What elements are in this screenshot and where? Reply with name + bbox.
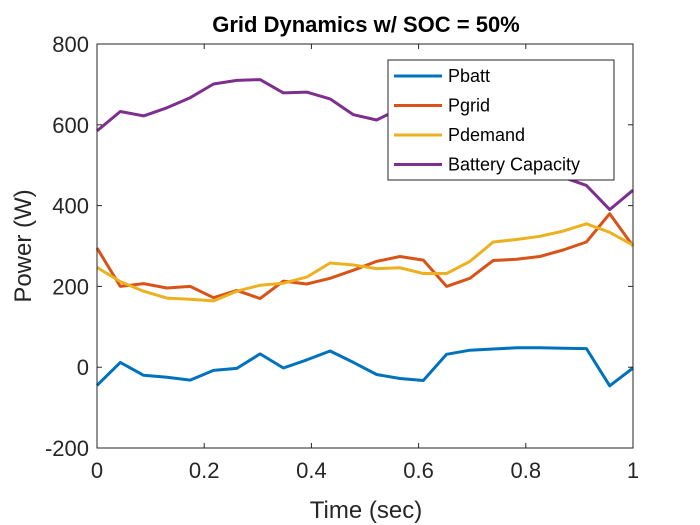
- x-tick-label: 1: [627, 458, 639, 483]
- legend-label-battery-capacity: Battery Capacity: [448, 155, 580, 175]
- x-tick-label: 0.6: [403, 458, 434, 483]
- x-axis: 0 0.2 0.4 0.6 0.8 1: [91, 44, 639, 483]
- series-layer: [95, 78, 635, 388]
- y-tick-label: -200: [45, 436, 89, 461]
- x-tick-label: 0.4: [296, 458, 327, 483]
- y-tick-label: 800: [52, 32, 89, 57]
- y-tick-label: 0: [77, 355, 89, 380]
- legend-label-pgrid: Pgrid: [448, 96, 490, 116]
- chart-title: Grid Dynamics w/ SOC = 50%: [212, 12, 520, 37]
- legend: Pbatt Pgrid Pdemand Battery Capacity: [387, 59, 615, 181]
- x-axis-title: Time (sec): [310, 497, 422, 524]
- y-axis-title: Power (W): [10, 189, 37, 302]
- y-axis: -200 0 200 400 600 800: [45, 32, 633, 461]
- y-tick-label: 400: [52, 194, 89, 219]
- x-tick-label: 0.2: [189, 458, 220, 483]
- legend-box: [387, 59, 615, 181]
- x-tick-label: 0: [91, 458, 103, 483]
- plot-frame: [96, 43, 634, 449]
- y-tick-label: 200: [52, 274, 89, 299]
- y-tick-label: 600: [52, 113, 89, 138]
- series-line-pdemand: [96, 222, 634, 303]
- legend-label-pbatt: Pbatt: [448, 66, 490, 86]
- series-line-pbatt: [95, 346, 634, 388]
- legend-label-pdemand: Pdemand: [448, 125, 525, 145]
- x-tick-label: 0.8: [511, 458, 542, 483]
